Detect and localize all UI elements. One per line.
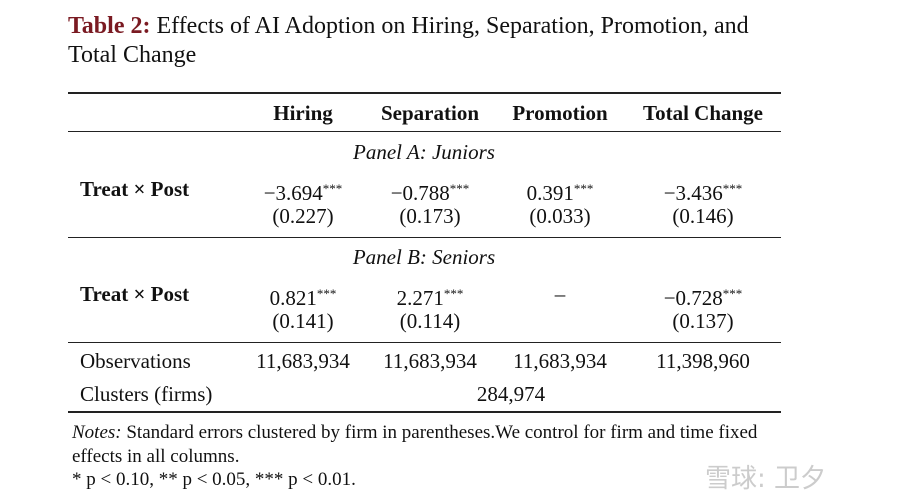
std-error: (0.146)	[672, 204, 734, 228]
estimate: –	[555, 282, 566, 306]
panel-title: Panel B: Seniors	[352, 245, 496, 269]
estimate: −3.436***	[664, 177, 743, 205]
estimate: 0.391***	[527, 177, 594, 205]
table-label: Table 2:	[68, 13, 151, 39]
table-title: Table 2: Effects of AI Adoption on Hirin…	[68, 12, 798, 70]
row-label: Clusters (firms)	[80, 382, 213, 406]
rule	[68, 342, 781, 343]
row-label: Treat × Post	[80, 282, 190, 306]
stars: ***	[449, 181, 470, 196]
column-header: Separation	[380, 101, 480, 125]
estimate: −0.788***	[391, 177, 470, 205]
estimate: −0.728***	[664, 282, 743, 310]
panel-title: Panel A: Juniors	[353, 140, 495, 164]
rule	[68, 131, 781, 132]
coefficient: −0.728	[663, 286, 723, 310]
estimate: −3.694***	[264, 177, 343, 205]
coefficient: 0.391	[526, 181, 574, 205]
stars: ***	[573, 181, 594, 196]
observations: 11,683,934	[383, 349, 477, 373]
stars: ***	[443, 286, 464, 301]
std-error: (0.141)	[272, 309, 334, 333]
notes-label: Notes:	[72, 422, 122, 443]
title-text: Effects of AI Adoption on Hiring, Separa…	[68, 13, 749, 68]
std-error: (0.137)	[672, 309, 734, 333]
stars: ***	[322, 181, 343, 196]
column-header: Promotion	[512, 101, 608, 125]
std-error: (0.114)	[399, 309, 461, 333]
std-error: (0.033)	[529, 204, 591, 228]
rule	[68, 92, 781, 94]
notes: Notes: Standard errors clustered by firm…	[72, 421, 792, 492]
stars: ***	[316, 286, 337, 301]
observations: 11,683,934	[513, 349, 607, 373]
coefficient: −0.788	[390, 181, 450, 205]
coefficient: 0.821	[269, 286, 317, 310]
coefficient: –	[554, 282, 566, 306]
row-label: Treat × Post	[80, 177, 190, 201]
significance-note: * p < 0.10, ** p < 0.05, *** p < 0.01.	[72, 469, 356, 490]
std-error: (0.227)	[272, 204, 334, 228]
column-header: Total Change	[642, 101, 764, 125]
observations: 11,398,960	[656, 349, 750, 373]
stars: ***	[722, 181, 743, 196]
notes-text: Standard errors clustered by firm in par…	[72, 422, 758, 467]
watermark: 雪球: 卫夕	[705, 464, 827, 494]
rule	[68, 411, 781, 413]
row-label: Observations	[80, 349, 191, 373]
column-header: Hiring	[273, 101, 333, 125]
clusters: 284,974	[476, 382, 546, 406]
coefficient: 2.271	[396, 286, 444, 310]
estimate: 0.821***	[270, 282, 337, 310]
stars: ***	[722, 286, 743, 301]
rule	[68, 237, 781, 238]
observations: 11,683,934	[256, 349, 350, 373]
std-error: (0.173)	[399, 204, 461, 228]
coefficient: −3.436	[663, 181, 723, 205]
estimate: 2.271***	[397, 282, 464, 310]
coefficient: −3.694	[263, 181, 323, 205]
